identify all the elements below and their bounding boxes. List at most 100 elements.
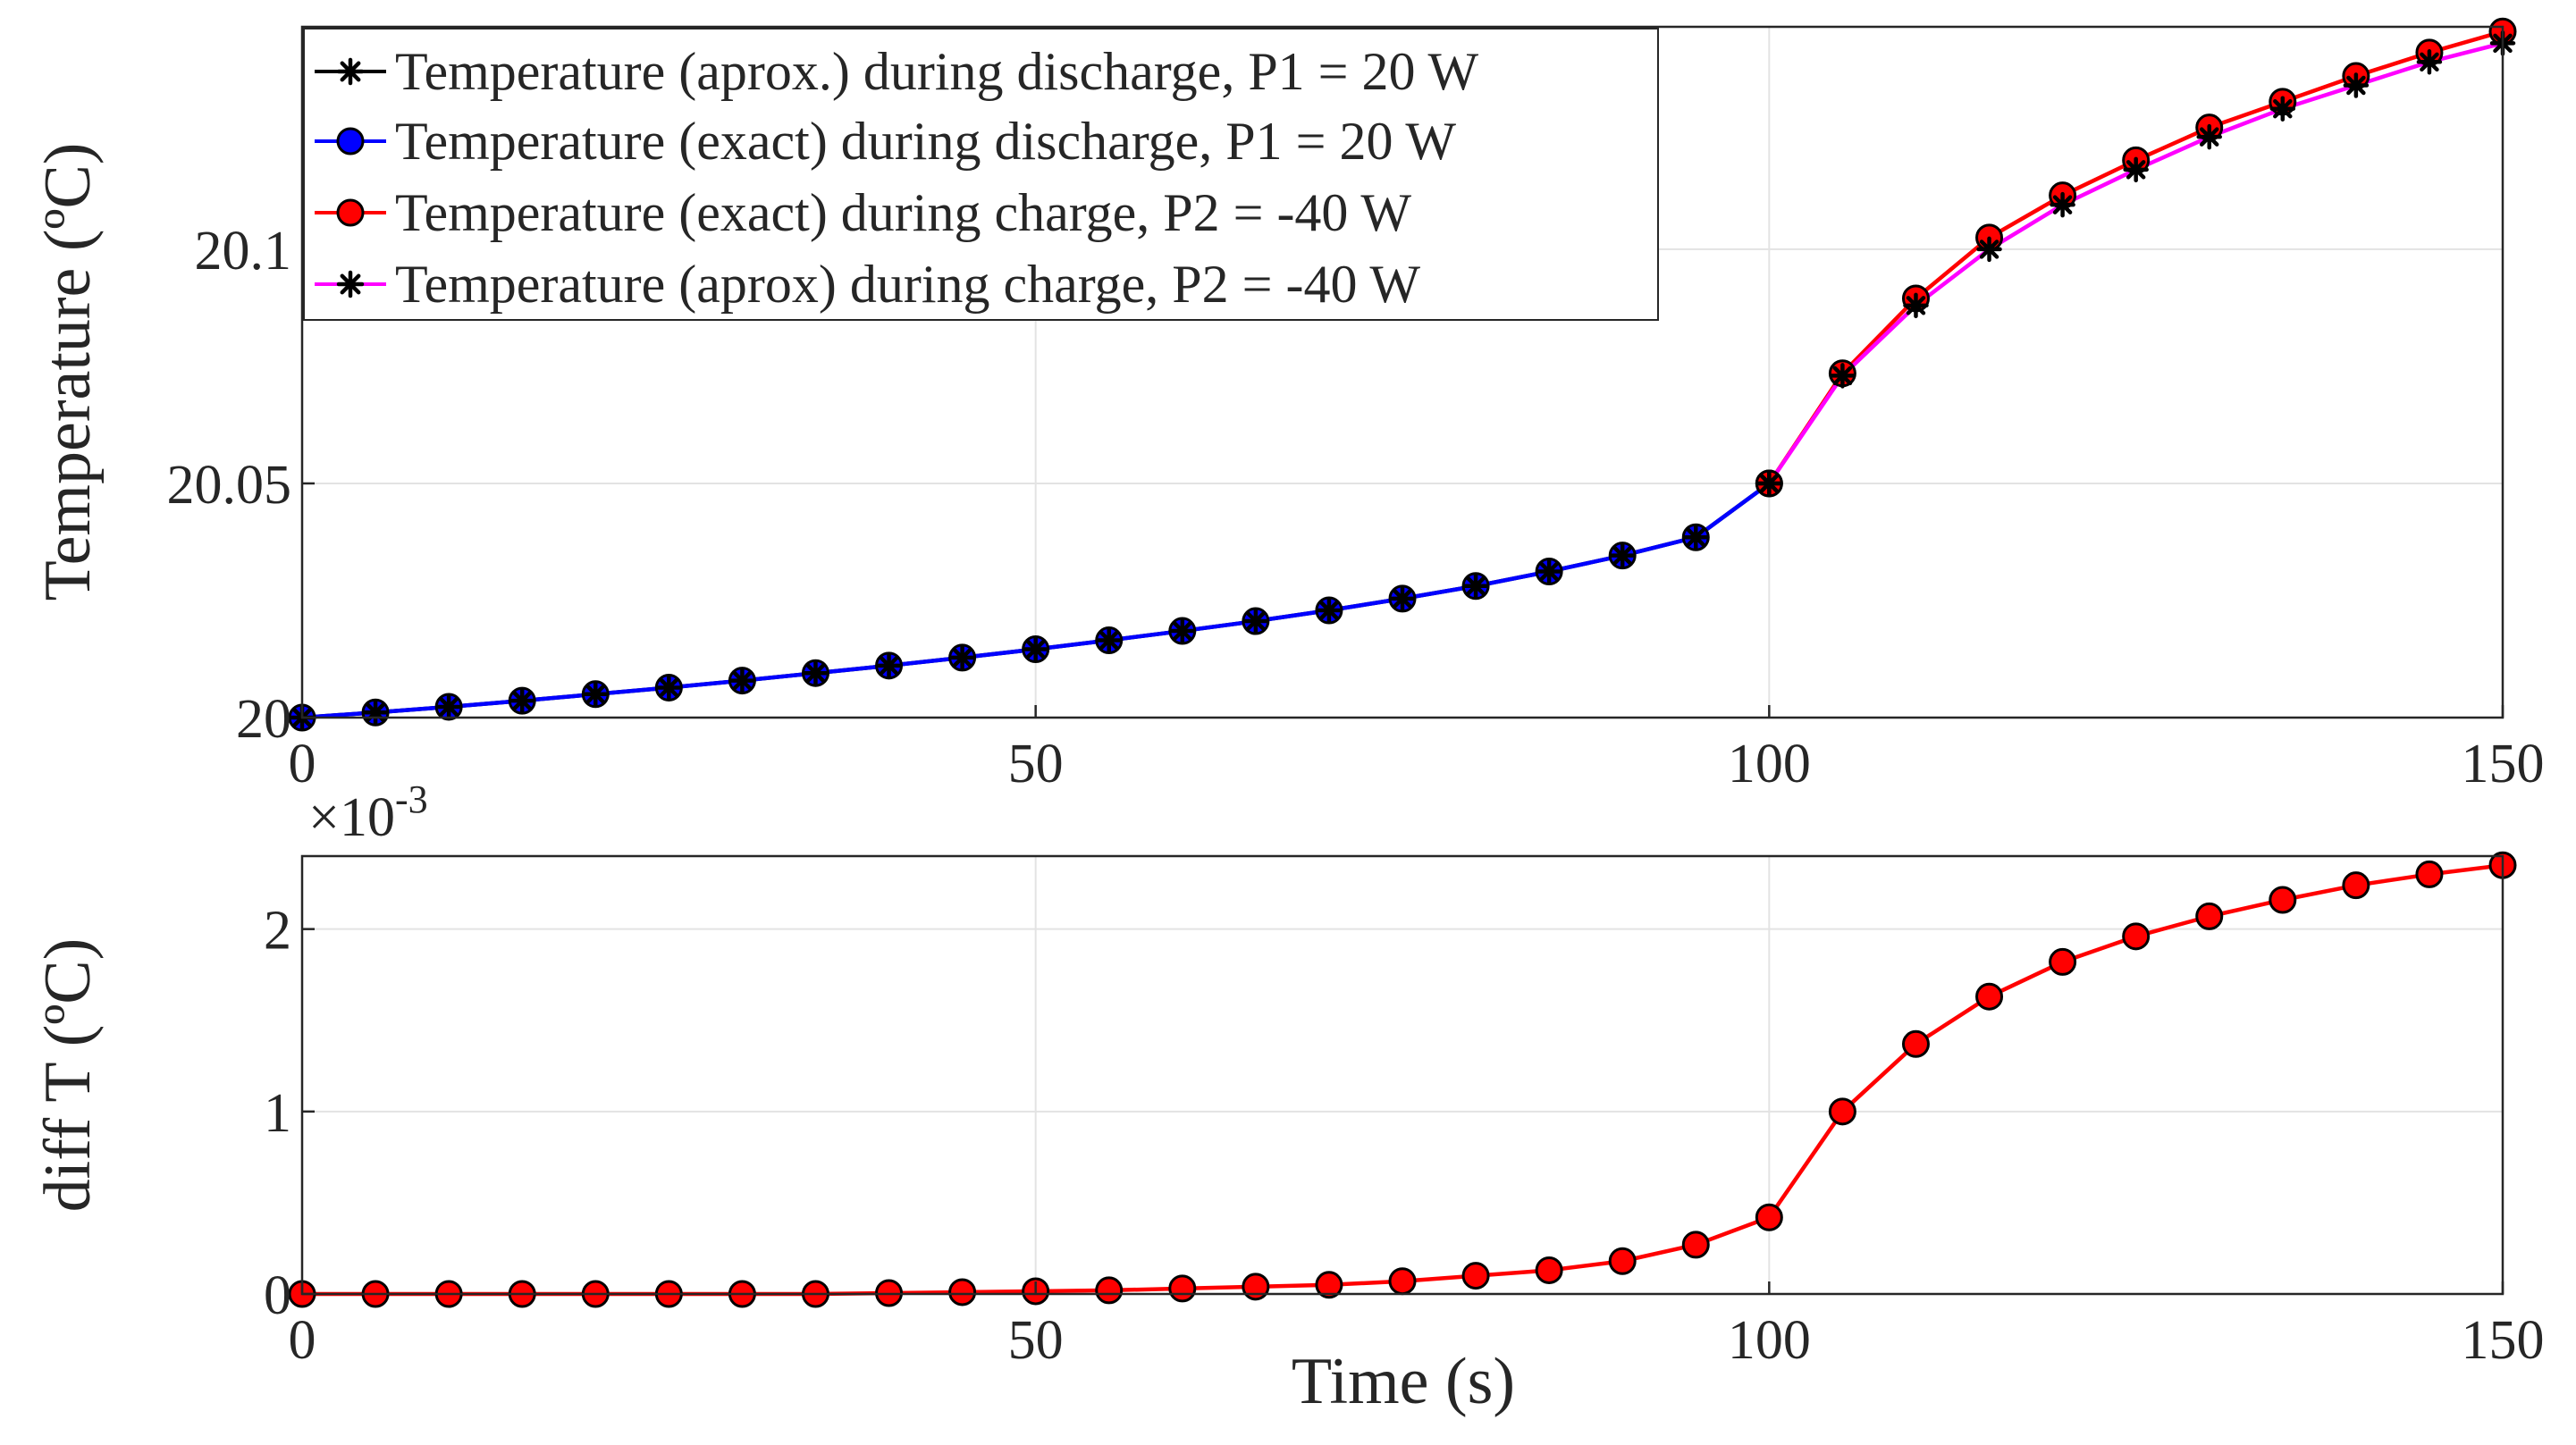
top-x-tick-label: 0: [289, 734, 316, 794]
top-series-0-point-stroke: [512, 691, 532, 710]
bottom-series-0-point: [1095, 1276, 1124, 1305]
top-series-0-point: [1169, 617, 1196, 644]
bottom-x-tick-label: 100: [1728, 1310, 1811, 1371]
top-series-0-point: [1609, 542, 1636, 568]
top-series-0-point-stroke: [952, 648, 972, 668]
top-series-0-point-stroke: [805, 663, 826, 683]
top-series-0-point: [1683, 524, 1709, 550]
top-series-0-point: [1389, 585, 1416, 612]
asterisk-marker-icon: [336, 57, 365, 86]
top-series-3-point-stroke: [2199, 127, 2219, 147]
exponent-power: -3: [395, 777, 428, 821]
exponent-base: ×10: [308, 787, 395, 848]
top-series-0-point-stroke: [1099, 630, 1119, 651]
legend-box: [303, 28, 1659, 321]
bottom-plot-panel: 0 50 100 150 0 1 2 ×10-3 diff T (ºC) Time (s): [31, 777, 2545, 1418]
legend-asterisk-aprox-charge: [336, 270, 365, 298]
top-tick-labels: 0 50 100 150 20 20.05 20.1: [167, 221, 2545, 794]
top-series-0-point: [583, 681, 609, 708]
top-series-3-point: [1830, 363, 1856, 389]
top-series-3-point: [1756, 470, 1782, 497]
top-series-3-point: [2050, 191, 2075, 218]
top-series-3-point: [2416, 49, 2443, 75]
top-series-3-point-stroke: [2052, 195, 2073, 214]
top-series-3-point-stroke: [1759, 474, 1780, 493]
top-series-3-point-stroke: [1832, 365, 1853, 386]
top-y-tick-label: 20.05: [167, 455, 292, 516]
top-series-0-point: [1536, 559, 1562, 584]
top-x-tick-label: 150: [2462, 734, 2545, 794]
bottom-plot-area: [302, 856, 2503, 1294]
exponent-label: ×10-3: [308, 777, 428, 848]
top-series-0-point-stroke: [659, 677, 679, 698]
top-series-3-point-stroke: [2126, 160, 2146, 180]
top-series-0-point: [803, 659, 829, 686]
bottom-series-0-point: [1315, 1271, 1343, 1299]
bottom-y-axis-label: diff T (ºC): [31, 938, 105, 1213]
bottom-y-tick-label: 1: [264, 1083, 291, 1144]
circle-marker-icon: [336, 127, 365, 155]
top-series-3-point: [2196, 123, 2222, 150]
bottom-series-0-point: [1755, 1203, 1783, 1231]
top-series-0-point: [1096, 627, 1122, 653]
bottom-series-0-point: [1461, 1262, 1490, 1290]
circle-marker-icon: [336, 198, 365, 227]
top-series-0-point-stroke: [1612, 545, 1632, 566]
bottom-series-0-point: [948, 1278, 977, 1306]
top-y-tick-label: 20.1: [195, 221, 292, 281]
bottom-series-0-point: [1608, 1247, 1637, 1275]
top-series-0-point-stroke: [1025, 639, 1046, 659]
bottom-series-0-point: [2342, 871, 2370, 900]
legend: Temperature (aprox.) during discharge, P…: [303, 28, 1659, 321]
top-series-0-point-stroke: [1319, 601, 1339, 620]
bottom-x-tick-label: 50: [1008, 1310, 1064, 1371]
top-series-0-point: [362, 699, 389, 726]
top-series-0-point: [435, 693, 462, 720]
top-series-3-point-stroke: [1906, 296, 1926, 315]
top-series-0-point: [656, 675, 682, 701]
top-x-tick-label: 50: [1008, 734, 1064, 794]
bottom-series-0-point: [2415, 860, 2444, 888]
top-y-tick-label: 20: [236, 689, 291, 750]
top-series-0-point: [729, 668, 755, 693]
top-x-tick-label: 100: [1728, 734, 1811, 794]
top-series-0-point: [1242, 608, 1269, 634]
x-axis-label: Time (s): [1292, 1345, 1515, 1418]
bottom-tick-labels: 0 50 100 150 0 1 2: [264, 901, 2545, 1371]
top-series-0-point-stroke: [732, 670, 753, 691]
top-y-axis-label: Temperature (ºC): [31, 143, 105, 601]
legend-entry-aprox-discharge: Temperature (aprox.) during discharge, P…: [315, 42, 1478, 101]
legend-label-aprox-charge: Temperature (aprox) during charge, P2 = …: [395, 255, 1420, 314]
bottom-series-0-point: [2049, 947, 2077, 976]
bottom-series-0-point: [2195, 902, 2224, 930]
bottom-series-0-point: [2269, 886, 2297, 914]
bottom-series-0-point: [1388, 1267, 1417, 1296]
asterisk-marker-icon: [336, 270, 365, 298]
bottom-axes-box: [300, 854, 2504, 1296]
top-series-3-point: [1903, 292, 1929, 319]
bottom-y-tick-label: 2: [264, 901, 291, 962]
top-series-3-point: [2343, 72, 2370, 98]
bottom-x-tick-label: 150: [2462, 1310, 2545, 1371]
top-plot-panel: 0 50 100 150 20 20.05 20.1 Temperature (ºC) Te…: [31, 17, 2545, 794]
legend-label-exact-charge: Temperature (exact) during charge, P2 = …: [395, 183, 1411, 242]
legend-entry-aprox-charge: Temperature (aprox) during charge, P2 = …: [315, 255, 1420, 314]
top-series-0-point-stroke: [1466, 576, 1486, 596]
legend-label-aprox-discharge: Temperature (aprox.) during discharge, P…: [395, 42, 1478, 101]
bottom-series-0-point: [1168, 1274, 1197, 1303]
top-series-3-point-stroke: [2420, 52, 2439, 72]
top-series-0-point-stroke: [879, 656, 899, 676]
top-series-0-point-stroke: [1393, 589, 1412, 609]
top-series-0-point: [949, 644, 975, 671]
bottom-x-tick-label: 0: [289, 1310, 316, 1371]
top-series-3-point: [1976, 236, 2002, 263]
top-series-markers: [288, 17, 2517, 732]
top-series-0-point-stroke: [1539, 561, 1559, 582]
bottom-series-0-point: [1535, 1256, 1563, 1284]
top-axes-box: [300, 25, 2504, 719]
bottom-series-0-point: [1901, 1029, 1930, 1058]
top-series-3-point-stroke: [2273, 98, 2293, 119]
legend-asterisk-aprox-charge-stroke: [340, 273, 361, 295]
bottom-series-0-point: [1681, 1231, 1710, 1259]
top-series-0-point-stroke: [439, 697, 459, 717]
